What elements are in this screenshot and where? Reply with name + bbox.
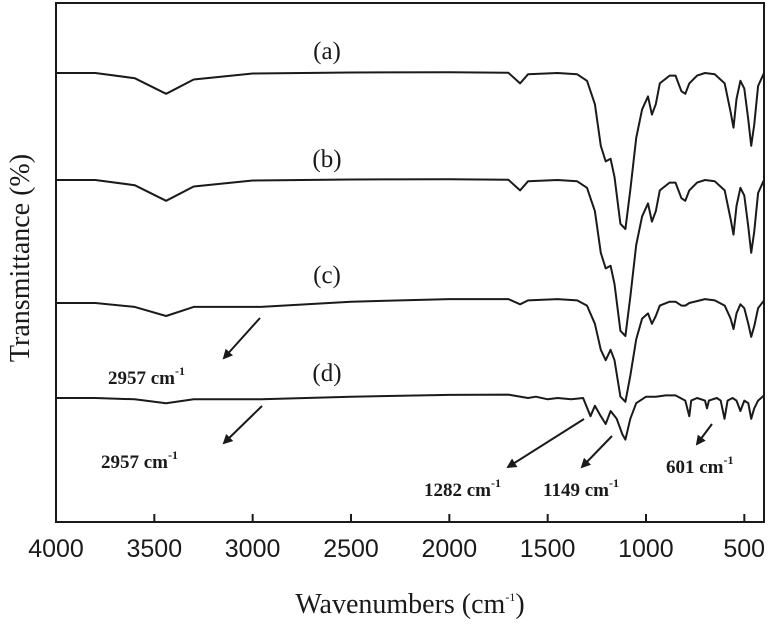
annotation-text: 601 cm <box>666 457 724 478</box>
annotation-text: 1282 cm <box>424 480 491 501</box>
series-label-c: (c) <box>313 262 341 289</box>
annotation-arrow-2957-c <box>222 317 261 360</box>
annotation-label-1149: 1149 cm-1 <box>543 476 619 501</box>
x-axis-title-sup: -1 <box>505 590 515 604</box>
x-tick-labels: 4000 3500 3000 2500 2000 1500 1000 500 <box>28 535 765 563</box>
series-group <box>56 71 765 441</box>
series-label-a: (a) <box>313 38 341 65</box>
annotation-arrow-601 <box>695 423 713 446</box>
annotation-sup: -1 <box>175 364 185 378</box>
series-line-a <box>56 71 765 230</box>
annotation-sup: -1 <box>491 476 501 490</box>
x-tick-label: 1500 <box>520 535 576 563</box>
x-tick-label: 3000 <box>225 535 281 563</box>
x-axis-title: Wavenumbers (cm-1) <box>295 589 524 620</box>
series-line-b <box>56 178 765 337</box>
annotation-arrow-2957-d <box>222 405 263 445</box>
annotation-label-2957-d: 2957 cm-1 <box>101 448 178 473</box>
x-tick-label: 4000 <box>28 535 84 563</box>
x-ticks <box>55 514 746 522</box>
x-tick-label: 2500 <box>323 535 379 563</box>
annotation-sup: -1 <box>724 453 734 467</box>
annotation-text: 2957 cm <box>101 452 168 473</box>
x-tick-label: 1000 <box>618 535 674 563</box>
annotation-sup: -1 <box>609 476 619 490</box>
series-line-c <box>56 298 765 403</box>
annotation-label-2957-c: 2957 cm-1 <box>108 364 185 389</box>
annotation-text: 2957 cm <box>108 368 175 389</box>
annotation-label-601: 601 cm-1 <box>666 453 734 478</box>
x-axis-title-tail: ) <box>515 589 524 620</box>
annotation-arrow-1282 <box>506 418 585 469</box>
series-label-d: (d) <box>312 360 341 387</box>
annotation-arrow-1149 <box>580 435 613 469</box>
x-tick-label: 3500 <box>126 535 182 563</box>
plot-frame <box>55 2 765 523</box>
annotation-sup: -1 <box>168 448 178 462</box>
annotation-label-1282: 1282 cm-1 <box>424 476 501 501</box>
x-axis-title-main: Wavenumbers (cm <box>295 589 505 620</box>
y-axis-title: Transmittance (%) <box>5 154 36 362</box>
x-tick-label: 500 <box>723 535 765 563</box>
series-line-d <box>56 393 765 441</box>
annotation-text: 1149 cm <box>543 480 609 501</box>
x-tick-label: 2000 <box>421 535 477 563</box>
series-label-b: (b) <box>312 146 341 173</box>
